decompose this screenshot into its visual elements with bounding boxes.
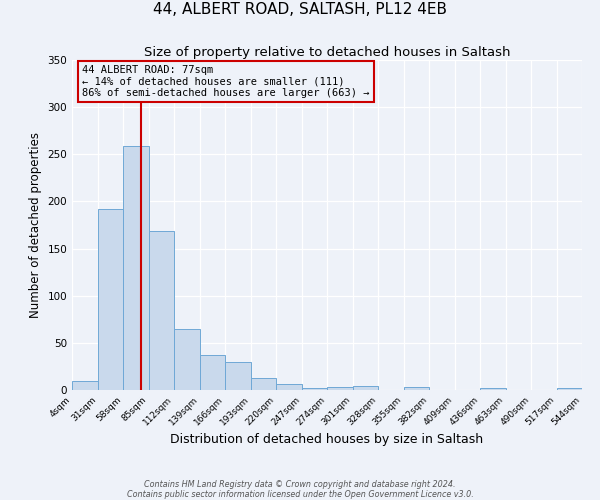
Bar [98,209,123,390]
Bar [276,384,302,390]
Y-axis label: Number of detached properties: Number of detached properties [29,132,42,318]
Bar [557,388,582,390]
Bar [149,230,174,390]
X-axis label: Distribution of detached houses by size in Saltash: Distribution of detached houses by size … [170,432,484,446]
Bar [302,388,327,390]
Bar [123,146,149,390]
Bar [480,388,506,390]
Bar [200,355,225,390]
Bar [327,387,353,390]
Bar [225,362,251,390]
Text: Contains HM Land Registry data © Crown copyright and database right 2024.
Contai: Contains HM Land Registry data © Crown c… [127,480,473,499]
Bar [251,378,276,390]
Title: Size of property relative to detached houses in Saltash: Size of property relative to detached ho… [144,46,510,59]
Bar [174,328,199,390]
Text: 44, ALBERT ROAD, SALTASH, PL12 4EB: 44, ALBERT ROAD, SALTASH, PL12 4EB [153,2,447,18]
Bar [404,387,429,390]
Text: 44 ALBERT ROAD: 77sqm
← 14% of detached houses are smaller (111)
86% of semi-det: 44 ALBERT ROAD: 77sqm ← 14% of detached … [82,65,370,98]
Bar [353,386,378,390]
Bar [72,380,97,390]
